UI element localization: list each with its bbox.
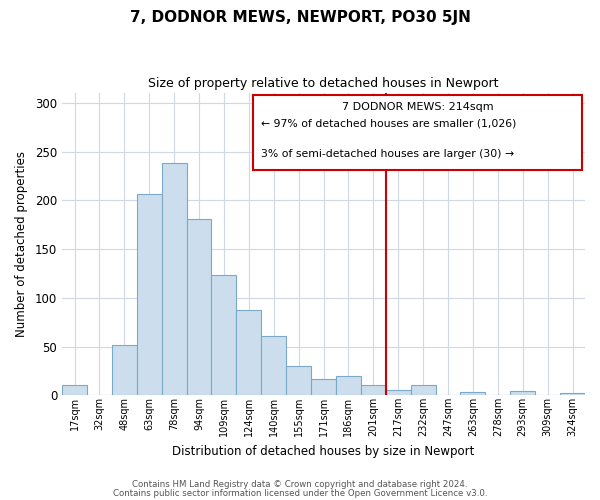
Bar	[361, 384, 386, 396]
Bar	[137, 194, 161, 396]
Bar	[187, 219, 211, 396]
Text: 3% of semi-detached houses are larger (30) →: 3% of semi-detached houses are larger (3…	[261, 148, 514, 158]
Bar	[410, 384, 436, 396]
Bar	[261, 336, 286, 396]
FancyBboxPatch shape	[253, 94, 583, 170]
X-axis label: Distribution of detached houses by size in Newport: Distribution of detached houses by size …	[172, 444, 475, 458]
Text: ← 97% of detached houses are smaller (1,026): ← 97% of detached houses are smaller (1,…	[261, 118, 516, 128]
Bar	[112, 344, 137, 396]
Bar	[161, 164, 187, 396]
Bar	[460, 392, 485, 396]
Title: Size of property relative to detached houses in Newport: Size of property relative to detached ho…	[148, 78, 499, 90]
Text: Contains public sector information licensed under the Open Government Licence v3: Contains public sector information licen…	[113, 488, 487, 498]
Bar	[236, 310, 261, 396]
Bar	[62, 384, 87, 396]
Bar	[510, 390, 535, 396]
Bar	[211, 276, 236, 396]
Y-axis label: Number of detached properties: Number of detached properties	[15, 151, 28, 337]
Text: 7 DODNOR MEWS: 214sqm: 7 DODNOR MEWS: 214sqm	[342, 102, 493, 112]
Bar	[336, 376, 361, 396]
Text: Contains HM Land Registry data © Crown copyright and database right 2024.: Contains HM Land Registry data © Crown c…	[132, 480, 468, 489]
Bar	[560, 394, 585, 396]
Bar	[386, 390, 410, 396]
Bar	[311, 379, 336, 396]
Text: 7, DODNOR MEWS, NEWPORT, PO30 5JN: 7, DODNOR MEWS, NEWPORT, PO30 5JN	[130, 10, 470, 25]
Bar	[286, 366, 311, 396]
